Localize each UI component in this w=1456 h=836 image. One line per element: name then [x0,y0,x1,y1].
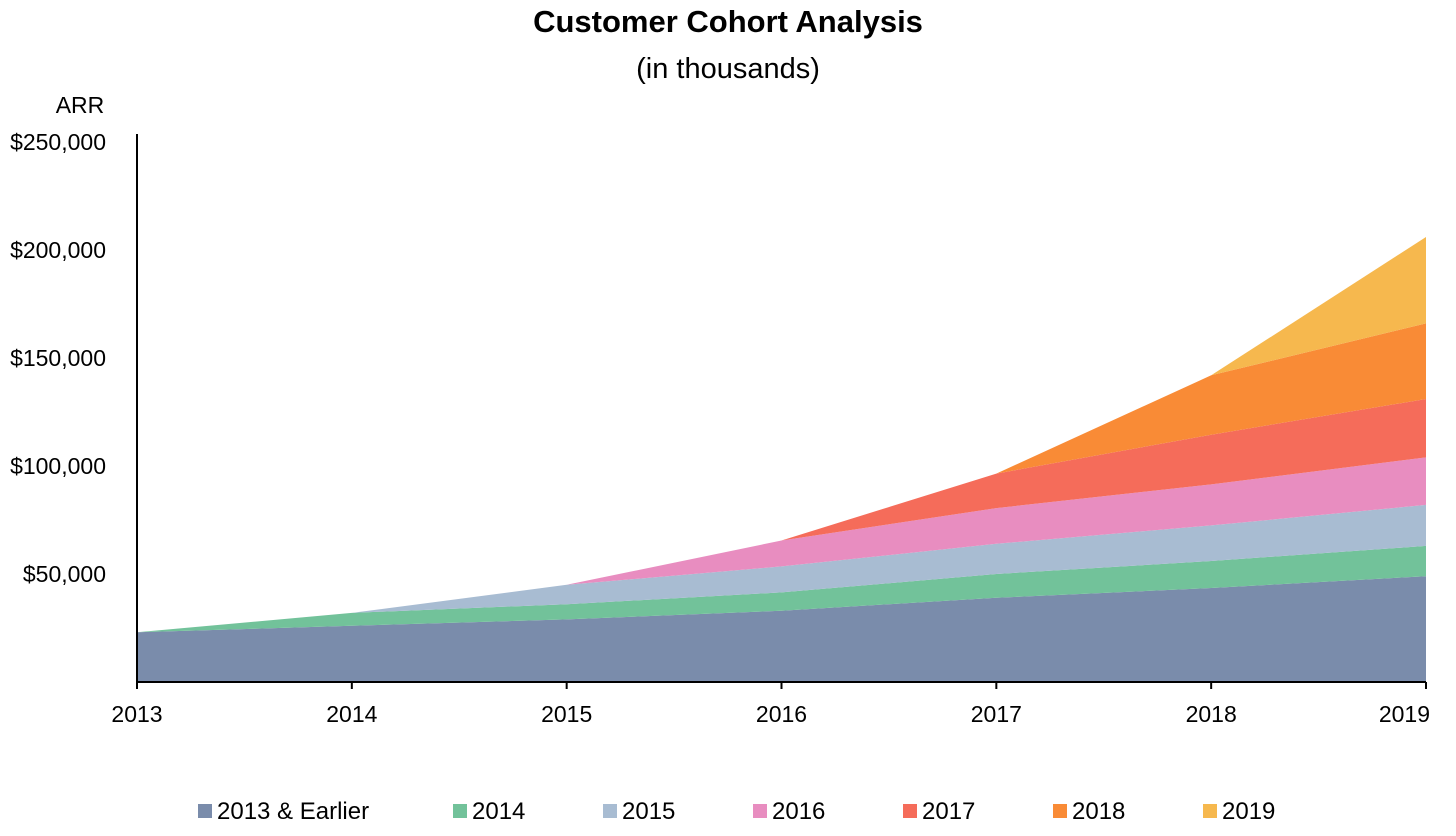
y-tick-label: $50,000 [23,561,106,587]
x-tick-label: 2016 [756,701,807,727]
area-series-2016 [566,457,1426,585]
y-tick-label: $150,000 [10,345,106,371]
x-tick-label: 2019 [1379,701,1430,727]
legend-swatch-2019 [1203,804,1217,818]
chart-title: Customer Cohort Analysis [533,4,923,39]
y-tick-label: $100,000 [10,453,106,479]
legend-label-2017: 2017 [922,798,975,825]
x-tick-label: 2015 [541,701,592,727]
x-tick-label: 2013 [111,701,162,727]
area-series-2014 [137,545,1426,633]
legend-swatch-2017 [903,804,917,818]
legend-swatch-2013-earlier [198,804,212,818]
legend-swatch-2014 [453,804,467,818]
legend-swatch-2018 [1053,804,1067,818]
y-axis-label: ARR [56,92,105,118]
legend-label-2015: 2015 [622,798,675,825]
chart-subtitle: (in thousands) [636,53,820,85]
area-series-2018 [996,323,1426,474]
area-series-2013-earlier [137,576,1426,682]
legend-label-2018: 2018 [1072,798,1125,825]
legend-label-2014: 2014 [472,798,525,825]
area-series-group [137,237,1426,682]
legend-label-2016: 2016 [772,798,825,825]
y-tick-label: $200,000 [10,237,106,263]
y-tick-label: $250,000 [10,129,106,155]
x-tick-label: 2018 [1186,701,1237,727]
legend: 2013 & Earlier 2014 2015 2016 2017 2018 2019 [198,798,1275,825]
legend-label-2013-earlier: 2013 & Earlier [217,798,369,825]
x-tick-label: 2014 [326,701,377,727]
axes-group: $50,000 $100,000 $150,000 $200,000 $250,000 2… [10,129,1430,727]
area-series-2015 [351,504,1426,613]
legend-swatch-2015 [603,804,617,818]
area-series-2017 [781,399,1426,541]
legend-swatch-2016 [753,804,767,818]
x-tick-label: 2017 [971,701,1022,727]
legend-label-2019: 2019 [1222,798,1275,825]
area-series-2019 [1211,237,1426,376]
